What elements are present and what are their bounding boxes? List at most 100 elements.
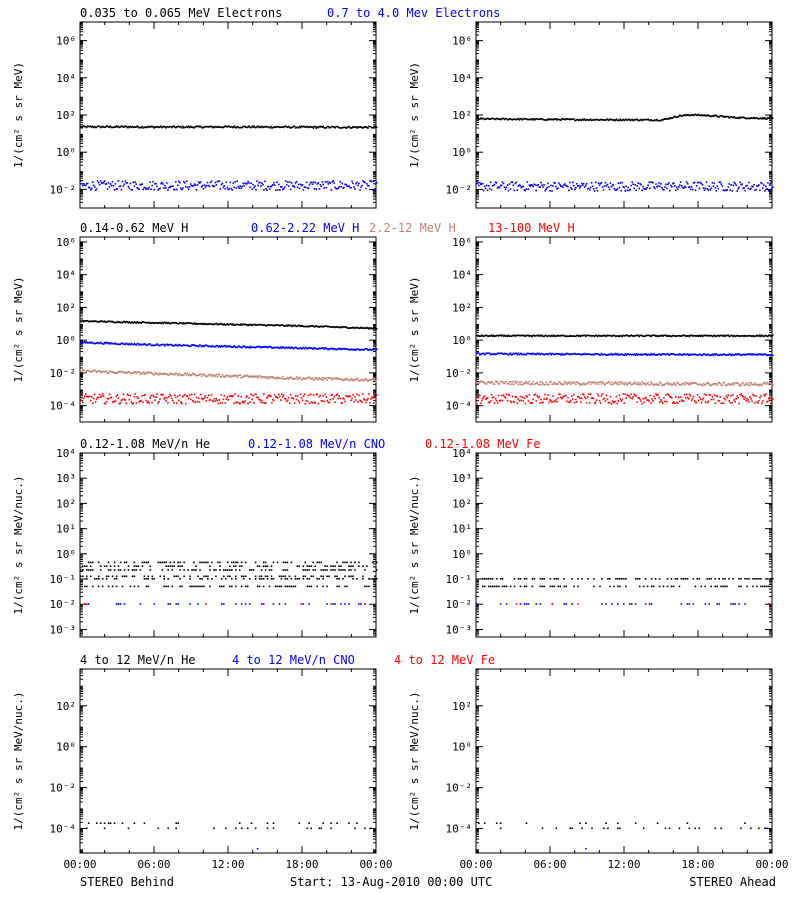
data-point [186, 344, 189, 347]
data-point [216, 126, 219, 129]
data-point [579, 118, 581, 121]
data-point [729, 189, 731, 191]
data-point [339, 326, 341, 329]
data-point [719, 115, 722, 117]
data-point [373, 348, 375, 351]
data-point [138, 127, 140, 129]
data-point [763, 353, 765, 356]
data-point [241, 324, 243, 326]
data-point [259, 323, 261, 326]
data-point [692, 334, 695, 337]
data-point [122, 126, 125, 128]
data-point [715, 394, 718, 397]
data-point [181, 345, 183, 347]
data-point [149, 343, 151, 345]
data-point [359, 380, 361, 382]
data-point [689, 394, 692, 397]
data-point [231, 346, 234, 348]
data-point [290, 377, 293, 379]
data-point [146, 372, 148, 374]
data-point [691, 114, 694, 116]
data-point [97, 320, 100, 323]
data-point [368, 585, 370, 588]
data-point [545, 398, 547, 401]
data-point [126, 126, 129, 129]
data-point [199, 344, 202, 347]
data-point [190, 374, 193, 376]
data-point [591, 119, 594, 121]
data-point [222, 375, 225, 378]
data-point [149, 565, 152, 567]
data-point [228, 375, 231, 378]
data-point [197, 323, 200, 325]
data-point [639, 119, 641, 121]
data-point [753, 183, 755, 186]
data-point [325, 396, 328, 398]
data-point [618, 335, 621, 338]
data-point [476, 403, 478, 405]
data-point [234, 393, 236, 395]
data-point [115, 585, 118, 588]
data-point [99, 126, 102, 129]
data-point [174, 394, 176, 396]
data-point [176, 188, 178, 191]
data-point [670, 335, 672, 338]
data-point [123, 320, 126, 323]
data-point [597, 182, 600, 184]
data-point [578, 185, 580, 187]
data-point [319, 394, 322, 397]
data-point [769, 354, 771, 356]
data-point [322, 395, 325, 397]
data-point [265, 346, 267, 349]
data-point [315, 325, 318, 327]
data-point [133, 342, 136, 345]
data-point [190, 393, 193, 396]
data-point [145, 372, 147, 375]
data-point [613, 119, 616, 121]
data-point [537, 353, 539, 355]
data-point [290, 561, 293, 564]
data-point [637, 381, 639, 384]
data-point [261, 399, 263, 402]
data-point [744, 117, 746, 119]
data-point [90, 126, 93, 128]
data-point [744, 384, 746, 386]
data-point [340, 127, 342, 129]
data-point [545, 188, 547, 190]
data-point [282, 394, 285, 397]
data-point [242, 182, 244, 185]
data-point [315, 347, 318, 350]
data-point [517, 398, 520, 400]
data-point [550, 184, 552, 187]
data-point [336, 578, 338, 580]
data-point [238, 374, 240, 377]
data-point [485, 383, 488, 385]
data-point [634, 184, 636, 186]
data-point [141, 183, 143, 185]
data-point [268, 126, 270, 129]
data-point [651, 382, 653, 385]
data-point [364, 585, 366, 588]
data-point [341, 348, 343, 351]
data-point [112, 342, 115, 345]
data-point [244, 561, 247, 564]
data-point [771, 397, 773, 400]
data-point [332, 565, 334, 567]
data-point [136, 321, 138, 323]
data-point [185, 322, 188, 324]
y-tick-label: 10⁻³ [50, 623, 77, 636]
data-point [750, 381, 752, 384]
data-point [758, 353, 760, 356]
data-point [580, 383, 583, 386]
data-point [87, 320, 90, 323]
data-point [109, 320, 112, 323]
data-point [588, 334, 591, 337]
data-point [326, 325, 329, 328]
data-point [312, 569, 314, 571]
data-point [142, 321, 144, 323]
data-point [219, 375, 222, 378]
data-point [329, 326, 332, 328]
data-point [626, 394, 629, 396]
data-point [215, 184, 218, 186]
data-point [644, 397, 646, 400]
